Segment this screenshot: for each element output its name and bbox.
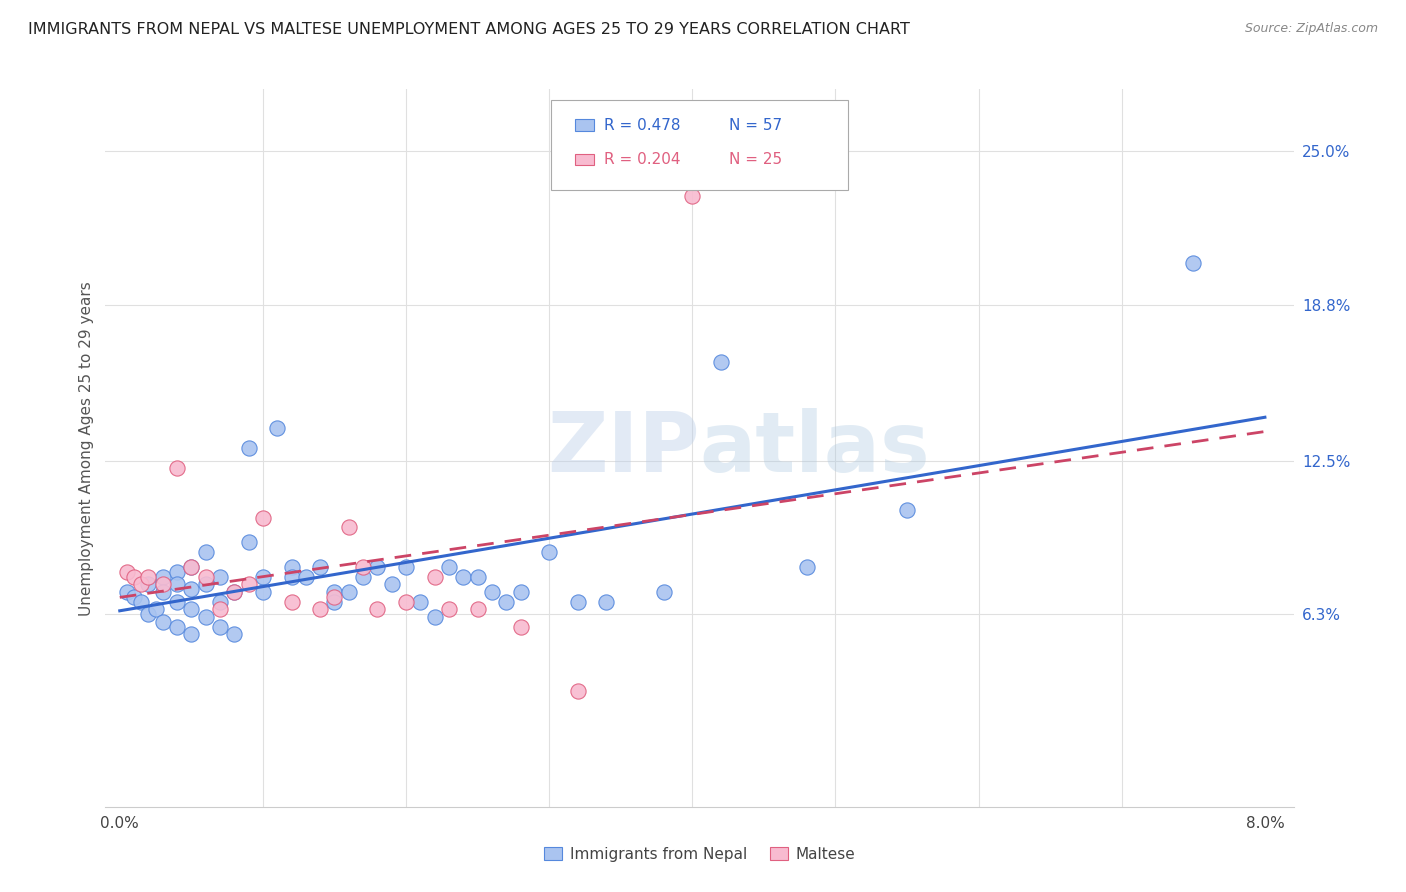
Point xyxy=(180,560,202,574)
Point xyxy=(224,585,246,599)
Point xyxy=(481,585,503,599)
Point xyxy=(280,560,302,574)
Point xyxy=(252,585,274,599)
Point xyxy=(280,595,302,609)
Point xyxy=(194,609,217,624)
Point xyxy=(224,585,246,599)
Point xyxy=(423,570,446,584)
Point xyxy=(509,619,531,633)
Point xyxy=(138,607,160,621)
FancyBboxPatch shape xyxy=(551,100,848,190)
Point xyxy=(180,560,202,574)
Point xyxy=(208,570,231,584)
Point xyxy=(129,577,152,591)
Point xyxy=(323,595,346,609)
Point xyxy=(166,619,188,633)
Point xyxy=(166,461,188,475)
Point xyxy=(366,602,388,616)
Point xyxy=(352,570,374,584)
Point xyxy=(145,602,167,616)
Point xyxy=(337,520,360,534)
Text: ZIP: ZIP xyxy=(547,408,700,489)
Point xyxy=(681,188,703,202)
Legend: Immigrants from Nepal, Maltese: Immigrants from Nepal, Maltese xyxy=(537,840,862,868)
Point xyxy=(194,545,217,559)
Point xyxy=(208,602,231,616)
Point xyxy=(266,421,288,435)
Point xyxy=(395,560,418,574)
Text: R = 0.204: R = 0.204 xyxy=(605,152,681,167)
Point xyxy=(166,565,188,579)
Text: R = 0.478: R = 0.478 xyxy=(605,118,681,133)
Point xyxy=(467,602,489,616)
Point xyxy=(208,595,231,609)
Point xyxy=(194,577,217,591)
Point xyxy=(352,560,374,574)
Point xyxy=(152,585,174,599)
Text: Source: ZipAtlas.com: Source: ZipAtlas.com xyxy=(1244,22,1378,36)
Point xyxy=(166,595,188,609)
Point xyxy=(495,595,517,609)
Point xyxy=(138,577,160,591)
Point xyxy=(437,602,460,616)
Point xyxy=(309,602,332,616)
Point xyxy=(115,565,138,579)
Text: atlas: atlas xyxy=(700,408,931,489)
Point xyxy=(224,627,246,641)
Point xyxy=(180,602,202,616)
Point xyxy=(180,627,202,641)
Y-axis label: Unemployment Among Ages 25 to 29 years: Unemployment Among Ages 25 to 29 years xyxy=(79,281,94,615)
Point xyxy=(238,535,260,549)
Point xyxy=(652,585,675,599)
Point xyxy=(252,510,274,524)
Point xyxy=(208,619,231,633)
Point xyxy=(152,577,174,591)
Point xyxy=(309,560,332,574)
Point xyxy=(409,595,432,609)
Point xyxy=(194,570,217,584)
Point xyxy=(122,590,145,604)
Point xyxy=(238,577,260,591)
Point xyxy=(796,560,818,574)
Point xyxy=(238,442,260,455)
Point xyxy=(381,577,404,591)
Text: IMMIGRANTS FROM NEPAL VS MALTESE UNEMPLOYMENT AMONG AGES 25 TO 29 YEARS CORRELAT: IMMIGRANTS FROM NEPAL VS MALTESE UNEMPLO… xyxy=(28,22,910,37)
Point xyxy=(122,570,145,584)
Point xyxy=(337,585,360,599)
Point xyxy=(509,585,531,599)
Point xyxy=(1182,255,1205,269)
Text: N = 25: N = 25 xyxy=(730,152,782,167)
Point xyxy=(180,582,202,597)
Point xyxy=(366,560,388,574)
Point xyxy=(538,545,561,559)
Point xyxy=(138,570,160,584)
Point xyxy=(152,615,174,629)
Point xyxy=(152,570,174,584)
Point xyxy=(467,570,489,584)
Point xyxy=(280,570,302,584)
Text: N = 57: N = 57 xyxy=(730,118,782,133)
FancyBboxPatch shape xyxy=(575,120,593,131)
Point xyxy=(115,585,138,599)
Point xyxy=(395,595,418,609)
Point xyxy=(129,595,152,609)
Point xyxy=(252,570,274,584)
Point xyxy=(323,590,346,604)
Point xyxy=(295,570,318,584)
Point xyxy=(595,595,617,609)
Point xyxy=(323,585,346,599)
Point xyxy=(453,570,475,584)
Point xyxy=(437,560,460,574)
Point xyxy=(710,354,733,368)
Point xyxy=(567,684,589,698)
Point xyxy=(567,595,589,609)
Point xyxy=(896,503,918,517)
Point xyxy=(423,609,446,624)
Point xyxy=(166,577,188,591)
FancyBboxPatch shape xyxy=(575,153,593,165)
